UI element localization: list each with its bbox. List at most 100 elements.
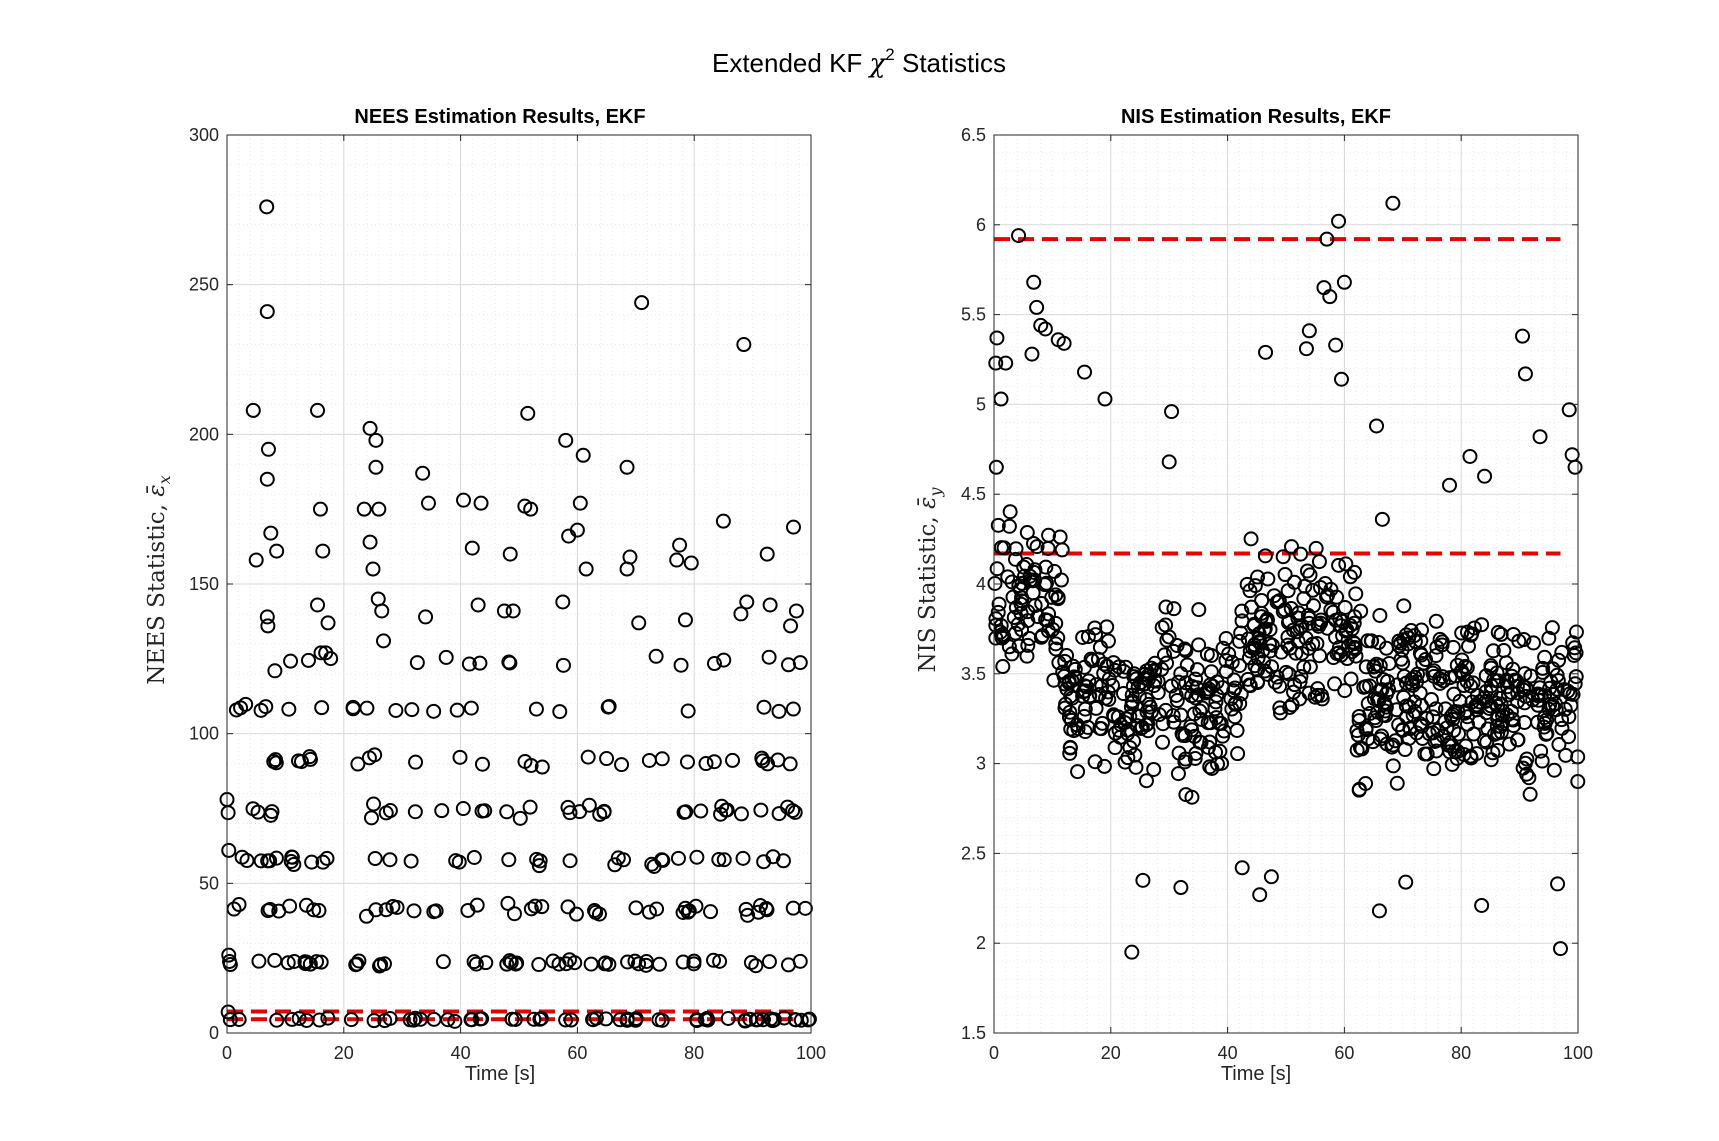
nis-point <box>1535 660 1551 676</box>
nis-point <box>1232 658 1248 674</box>
nis-point <box>1435 728 1451 744</box>
nees-point <box>366 1013 382 1029</box>
nees-point <box>627 953 643 969</box>
nees-point <box>552 704 568 720</box>
nis-point <box>1308 540 1324 556</box>
nis-point <box>1004 574 1020 590</box>
nees-point <box>226 901 242 917</box>
nees-point <box>472 655 488 671</box>
nees-point <box>221 842 237 858</box>
nis-point <box>1008 551 1024 567</box>
nees-point <box>715 513 731 529</box>
nees-point <box>409 655 425 671</box>
nees-ytick-label: 100 <box>189 724 219 744</box>
nis-point <box>1483 752 1499 768</box>
nis-point <box>1333 371 1349 387</box>
nis-ytick-label: 6.5 <box>961 125 986 145</box>
nis-point <box>1048 587 1064 603</box>
nis-point <box>1000 569 1016 585</box>
nis-point <box>1275 549 1291 565</box>
nis-point <box>1239 576 1255 592</box>
nees-point <box>234 849 250 865</box>
nees-point <box>649 901 665 917</box>
nis-point <box>1127 747 1143 763</box>
nis-point <box>1517 366 1533 382</box>
nis-point <box>989 561 1005 577</box>
nis-point <box>1076 659 1092 675</box>
nis-point <box>1001 518 1017 534</box>
nees-point <box>435 954 451 970</box>
nees-point <box>619 459 635 475</box>
nees-point <box>466 954 482 970</box>
nees-point <box>231 1012 247 1028</box>
nees-point <box>785 803 801 819</box>
nis-point <box>1358 659 1374 675</box>
nees-point <box>788 603 804 619</box>
nees-point <box>382 803 398 819</box>
nees-point <box>456 492 472 508</box>
nees-point <box>719 802 735 818</box>
nees-xtick-label: 40 <box>451 1043 471 1063</box>
nees-point <box>693 803 709 819</box>
nees-point <box>371 501 387 517</box>
nis-point <box>1070 721 1086 737</box>
nees-point <box>675 905 691 921</box>
nis-xtick-label: 40 <box>1218 1043 1238 1063</box>
nis-point <box>1312 648 1328 664</box>
nees-point <box>474 803 490 819</box>
nis-point <box>1146 761 1162 777</box>
nis-point <box>988 459 1004 475</box>
nis-point <box>1360 731 1376 747</box>
nees-point <box>463 700 479 716</box>
nis-ytick-label: 3 <box>976 754 986 774</box>
nis-point <box>1333 647 1349 663</box>
nis-point <box>1208 694 1224 710</box>
nis-point <box>1544 620 1560 636</box>
nis-xtick-label: 80 <box>1451 1043 1471 1063</box>
nis-point <box>1490 624 1506 640</box>
nees-point <box>221 947 237 963</box>
nees-point <box>304 854 320 870</box>
nis-point <box>1554 720 1570 736</box>
nis-point <box>1407 634 1423 650</box>
nees-point <box>362 534 378 550</box>
nis-point <box>1025 573 1041 589</box>
nis-point <box>1374 728 1390 744</box>
nees-point <box>502 953 518 969</box>
nis-point <box>1477 468 1493 484</box>
nis-point <box>1053 572 1069 588</box>
nees-point <box>761 954 777 970</box>
nees-point <box>222 1012 238 1028</box>
nis-point <box>1020 637 1036 653</box>
nis-point <box>1337 683 1353 699</box>
nis-point <box>1320 587 1336 603</box>
nis-point <box>1367 710 1383 726</box>
nis-point <box>1455 666 1471 682</box>
nees-point <box>269 543 285 559</box>
nis-point <box>1090 651 1106 667</box>
nis-title: NIS Estimation Results, EKF <box>1121 106 1391 128</box>
nis-point <box>1029 539 1045 555</box>
nees-point <box>529 851 545 867</box>
nis-point <box>1030 609 1046 625</box>
nees-point <box>447 1013 463 1029</box>
nis-point <box>1259 611 1275 627</box>
nees-point <box>382 852 398 868</box>
nis-ytick-label: 3.5 <box>961 664 986 684</box>
nis-point <box>1374 511 1390 527</box>
nees-point <box>312 501 328 517</box>
nees-point <box>669 552 685 568</box>
nees-point <box>558 432 574 448</box>
nees-point <box>314 700 330 716</box>
nis-point <box>1428 613 1444 629</box>
nis-point <box>1141 696 1157 712</box>
nis-point <box>1456 746 1472 762</box>
nees-point <box>743 955 759 971</box>
nees-point <box>703 904 719 920</box>
nis-point <box>1062 704 1078 720</box>
nis-point <box>1124 695 1140 711</box>
nis-point <box>1267 674 1283 690</box>
nees-point <box>689 1013 705 1029</box>
nis-point <box>1396 668 1412 684</box>
nees-point <box>349 956 365 972</box>
